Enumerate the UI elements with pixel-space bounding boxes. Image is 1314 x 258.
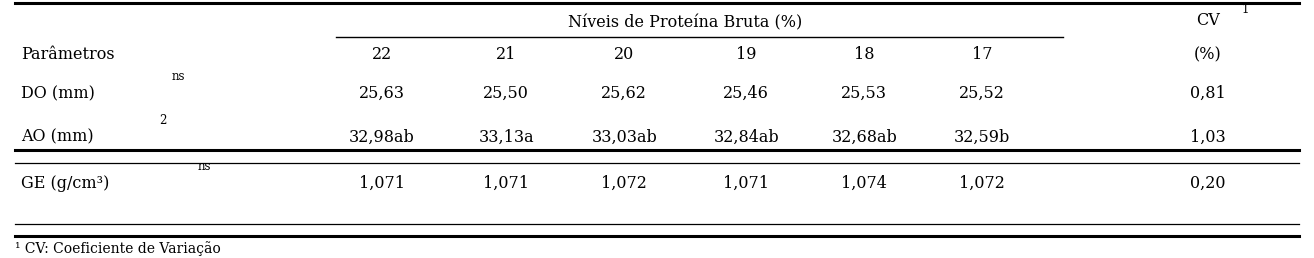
Text: (%): (%) [1194,46,1222,63]
Text: Níveis de Proteína Bruta (%): Níveis de Proteína Bruta (%) [568,15,803,32]
Text: 25,52: 25,52 [959,85,1005,102]
Text: ¹ CV: Coeficiente de Variação: ¹ CV: Coeficiente de Variação [14,241,221,256]
Text: AO (mm): AO (mm) [21,128,93,146]
Text: 25,53: 25,53 [841,85,887,102]
Text: 25,63: 25,63 [359,85,405,102]
Text: 18: 18 [854,46,874,63]
Text: 1,074: 1,074 [841,175,887,192]
Text: CV: CV [1196,12,1219,29]
Text: 33,03ab: 33,03ab [591,128,657,146]
Text: 20: 20 [614,46,635,63]
Text: 32,59b: 32,59b [954,128,1010,146]
Text: 1,03: 1,03 [1190,128,1226,146]
Text: 1,072: 1,072 [959,175,1005,192]
Text: 22: 22 [372,46,392,63]
Text: ns: ns [198,160,212,173]
Text: 33,13a: 33,13a [478,128,533,146]
Text: 1: 1 [1242,3,1250,16]
Text: 0,20: 0,20 [1190,175,1226,192]
Text: 17: 17 [972,46,992,63]
Text: 21: 21 [495,46,516,63]
Text: Parâmetros: Parâmetros [21,46,114,63]
Text: 1,071: 1,071 [723,175,769,192]
Text: ns: ns [172,70,185,83]
Text: 1,072: 1,072 [602,175,648,192]
Text: 0,81: 0,81 [1190,85,1226,102]
Text: 25,62: 25,62 [602,85,648,102]
Text: 32,68ab: 32,68ab [832,128,897,146]
Text: 2: 2 [159,114,166,127]
Text: 32,84ab: 32,84ab [714,128,779,146]
Text: DO (mm): DO (mm) [21,85,95,102]
Text: 1,071: 1,071 [359,175,405,192]
Text: 32,98ab: 32,98ab [348,128,414,146]
Text: 25,50: 25,50 [484,85,530,102]
Text: 1,071: 1,071 [484,175,530,192]
Text: 19: 19 [736,46,757,63]
Text: 25,46: 25,46 [723,85,769,102]
Text: GE (g/cm³): GE (g/cm³) [21,175,109,192]
